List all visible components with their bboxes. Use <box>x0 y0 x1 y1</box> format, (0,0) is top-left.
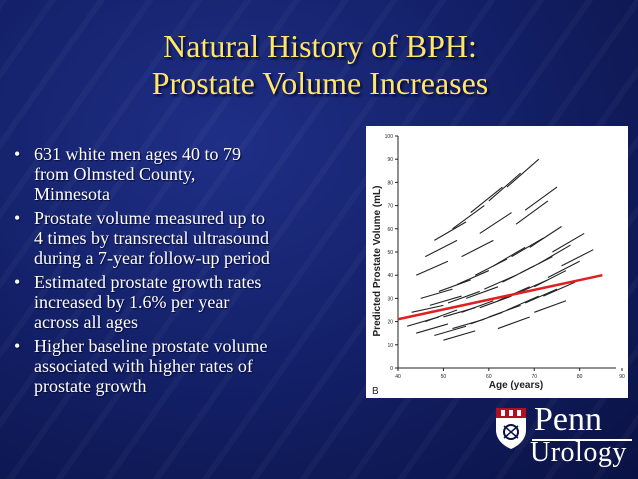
individual-trajectory <box>434 325 467 337</box>
x-tick-label: 70 <box>531 374 537 380</box>
bullet-glyph: • <box>14 272 21 292</box>
bullet-line: from Olmsted County, <box>34 164 196 184</box>
individual-trajectory <box>438 279 471 292</box>
individual-trajectory <box>533 270 567 288</box>
panel-label: B <box>372 386 379 397</box>
individual-trajectory <box>415 260 449 276</box>
bullet-item: • Estimated prostate growth rates increa… <box>12 272 352 332</box>
individual-trajectory <box>424 239 458 258</box>
individual-trajectory <box>465 286 499 299</box>
individual-trajectory <box>425 309 458 323</box>
bullet-list: • 631 white men ages 40 to 79 from Olmst… <box>12 144 352 400</box>
penn-urology-logo: Penn Urology <box>494 401 634 474</box>
bullet-glyph: • <box>14 336 21 356</box>
bullet-line: during a 7-year follow-up period <box>34 248 270 268</box>
individual-trajectory <box>524 288 558 304</box>
individual-trajectory <box>493 246 526 267</box>
individual-trajectory <box>547 260 580 279</box>
logo-penn-text: Penn <box>534 401 602 438</box>
individual-trajectory <box>511 237 544 258</box>
bullet-line: increased by 1.6% per year <box>34 292 230 312</box>
individual-trajectory <box>434 221 467 241</box>
individual-trajectory <box>488 172 521 202</box>
bullet-line: associated with higher rates of <box>34 356 253 376</box>
individual-trajectory <box>452 205 485 230</box>
y-tick-label: 60 <box>387 227 393 233</box>
title-line-1: Natural History of BPH: <box>163 28 477 64</box>
bullet-glyph: • <box>14 144 21 164</box>
y-tick-label: 10 <box>387 343 393 349</box>
logo-divider <box>532 439 632 441</box>
y-tick-label: 80 <box>387 180 393 186</box>
individual-trajectory <box>411 304 444 313</box>
individual-trajectory <box>474 258 508 276</box>
bullet-glyph: • <box>14 208 21 228</box>
individual-trajectory <box>552 232 585 253</box>
individual-trajectory <box>461 300 494 313</box>
x-axis-label: Age (years) <box>489 380 543 391</box>
slide-title: Natural History of BPH: Prostate Volume … <box>60 28 580 102</box>
bullet-line: across all ages <box>34 312 138 332</box>
bullet-line: 631 white men ages 40 to 79 <box>34 144 241 164</box>
y-tick-label: 20 <box>387 320 393 326</box>
individual-trajectory <box>497 316 530 330</box>
y-tick-label: 70 <box>387 204 393 210</box>
y-tick-label: 0 <box>390 366 393 372</box>
individual-trajectory <box>561 249 594 267</box>
bullet-item: • Higher baseline prostate volume associ… <box>12 336 352 396</box>
x-tick-label: 40 <box>395 374 401 380</box>
individual-trajectory <box>524 186 558 211</box>
y-tick-label: 50 <box>387 250 393 256</box>
bullet-line: Prostate volume measured up to <box>34 208 265 228</box>
individual-trajectory <box>506 158 540 188</box>
chart-svg: 0 10 20 30 40 50 60 70 80 90 100 40 50 60 70 80 90 Predi… <box>372 134 625 397</box>
y-axis-label: Predicted Prostate Volume (mL) <box>372 186 383 337</box>
individual-trajectory <box>470 186 503 213</box>
individual-trajectory <box>488 304 521 318</box>
individual-trajectory <box>506 295 540 311</box>
individual-trajectory <box>461 239 494 258</box>
penn-shield-icon <box>496 408 526 449</box>
individual-trajectory <box>443 330 476 341</box>
individual-trajectory <box>538 244 571 265</box>
individual-trajectory <box>429 295 462 306</box>
individual-trajectory <box>447 290 480 304</box>
y-tick-label: 90 <box>387 157 393 163</box>
bullet-line: prostate growth <box>34 376 147 396</box>
bullet-line: Higher baseline prostate volume <box>34 336 268 356</box>
bullet-item: • Prostate volume measured up to 4 times… <box>12 208 352 268</box>
mean-trend-line <box>397 273 603 321</box>
bullet-item: • 631 white men ages 40 to 79 from Olmst… <box>12 144 352 204</box>
x-tick-label: 90 <box>619 374 625 380</box>
individual-trajectory <box>515 200 549 225</box>
x-tick-label: 60 <box>486 374 492 380</box>
y-tick-label: 40 <box>387 273 393 279</box>
individual-trajectory <box>543 281 576 297</box>
bullet-line: 4 times by transrectal ultrasound <box>34 228 269 248</box>
bullet-line: Estimated prostate growth rates <box>34 272 262 292</box>
x-tick-label: 50 <box>441 374 447 380</box>
x-tick-label: 80 <box>577 374 583 380</box>
logo-urology-text: Urology <box>530 437 627 468</box>
individual-trajectory <box>520 256 553 274</box>
bullet-line: Minnesota <box>34 184 110 204</box>
y-tick-label: 30 <box>387 296 393 302</box>
prostate-volume-chart: 0 10 20 30 40 50 60 70 80 90 100 40 50 60 70 80 90 Predi… <box>366 126 628 398</box>
individual-trajectory <box>420 288 453 299</box>
title-line-2: Prostate Volume Increases <box>151 65 489 101</box>
individual-trajectory <box>479 295 512 309</box>
individual-trajectory <box>479 212 512 234</box>
individual-trajectory <box>534 300 567 313</box>
y-tick-label: 100 <box>385 134 394 140</box>
individual-trajectory <box>529 226 562 248</box>
individual-trajectory <box>416 323 449 334</box>
individual-trajectory <box>456 270 490 285</box>
